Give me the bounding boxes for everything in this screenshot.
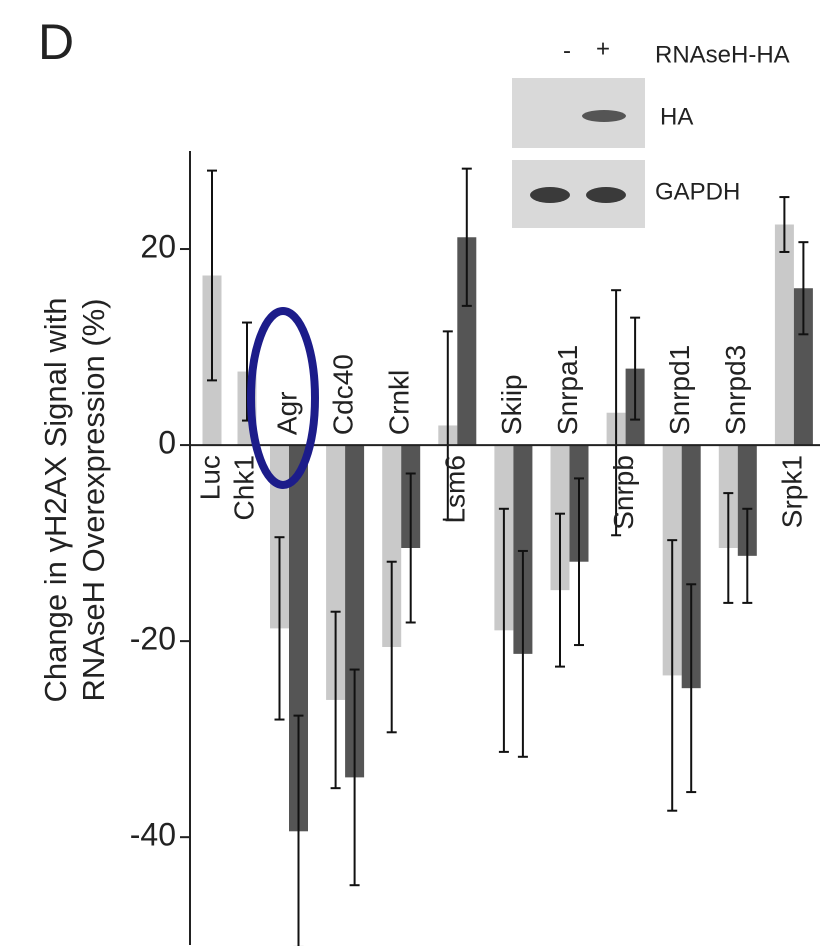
category-label-group: Cdc40 — [327, 354, 358, 435]
blot-band — [582, 110, 626, 122]
category-label-group: Snrpd3 — [720, 345, 751, 435]
x-tick-label: Crnkl — [384, 370, 415, 435]
blot-row-label: HA — [660, 103, 693, 130]
blot-band — [530, 187, 570, 203]
x-tick-label: Snrpd1 — [664, 345, 695, 435]
x-tick-label: Skiip — [496, 374, 527, 435]
y-axis-title: Change in γH2AX Signal with RNAseH Overe… — [38, 298, 111, 703]
category-label-group: Snrpd1 — [664, 345, 695, 435]
y-axis-title-line: RNAseH Overexpression (%) — [76, 298, 111, 701]
y-axis-title-line: Change in γH2AX Signal with — [38, 298, 73, 703]
x-tick-label: Srpk1 — [776, 455, 807, 528]
x-tick-label: Cdc40 — [327, 354, 358, 435]
x-tick-label: Agr — [271, 391, 302, 435]
x-tick-label: Chk1 — [228, 455, 259, 520]
category-label-group: Lsm6 — [440, 455, 471, 523]
category-label-group: Chk1 — [228, 455, 259, 520]
y-tick-label: 0 — [158, 425, 176, 461]
blot-band — [586, 187, 626, 203]
page: {"chart_data": { "type": "bar", "panel_l… — [0, 0, 820, 946]
x-tick-label: Snrpb — [608, 455, 639, 530]
y-tick-label: -20 — [130, 621, 176, 657]
category-label-group: Snrpb — [608, 455, 639, 530]
category-label-group: Agr — [271, 391, 302, 435]
inset-label: RNAseH-HA — [655, 41, 790, 68]
y-tick-label: 20 — [140, 228, 176, 264]
lane-label: - — [563, 37, 571, 64]
blot-row-label: GAPDH — [655, 178, 740, 205]
bar — [775, 225, 794, 446]
x-tick-label: Luc — [194, 455, 225, 500]
category-label-group: Skiip — [496, 374, 527, 435]
category-label-group: Luc — [194, 455, 225, 500]
x-tick-label: Snrpa1 — [552, 345, 583, 435]
y-tick-label: -40 — [130, 817, 176, 853]
category-label-group: Crnkl — [384, 370, 415, 435]
x-tick-label: Snrpd3 — [720, 345, 751, 435]
lane-label: + — [596, 35, 610, 62]
chart: D Change in γH2AX Signal with RNAseH Ove… — [0, 0, 820, 946]
x-tick-label: Lsm6 — [440, 455, 471, 523]
panel-label: D — [38, 14, 74, 70]
category-label-group: Snrpa1 — [552, 345, 583, 435]
category-label-group: Srpk1 — [776, 455, 807, 528]
blot-ha — [512, 78, 645, 148]
